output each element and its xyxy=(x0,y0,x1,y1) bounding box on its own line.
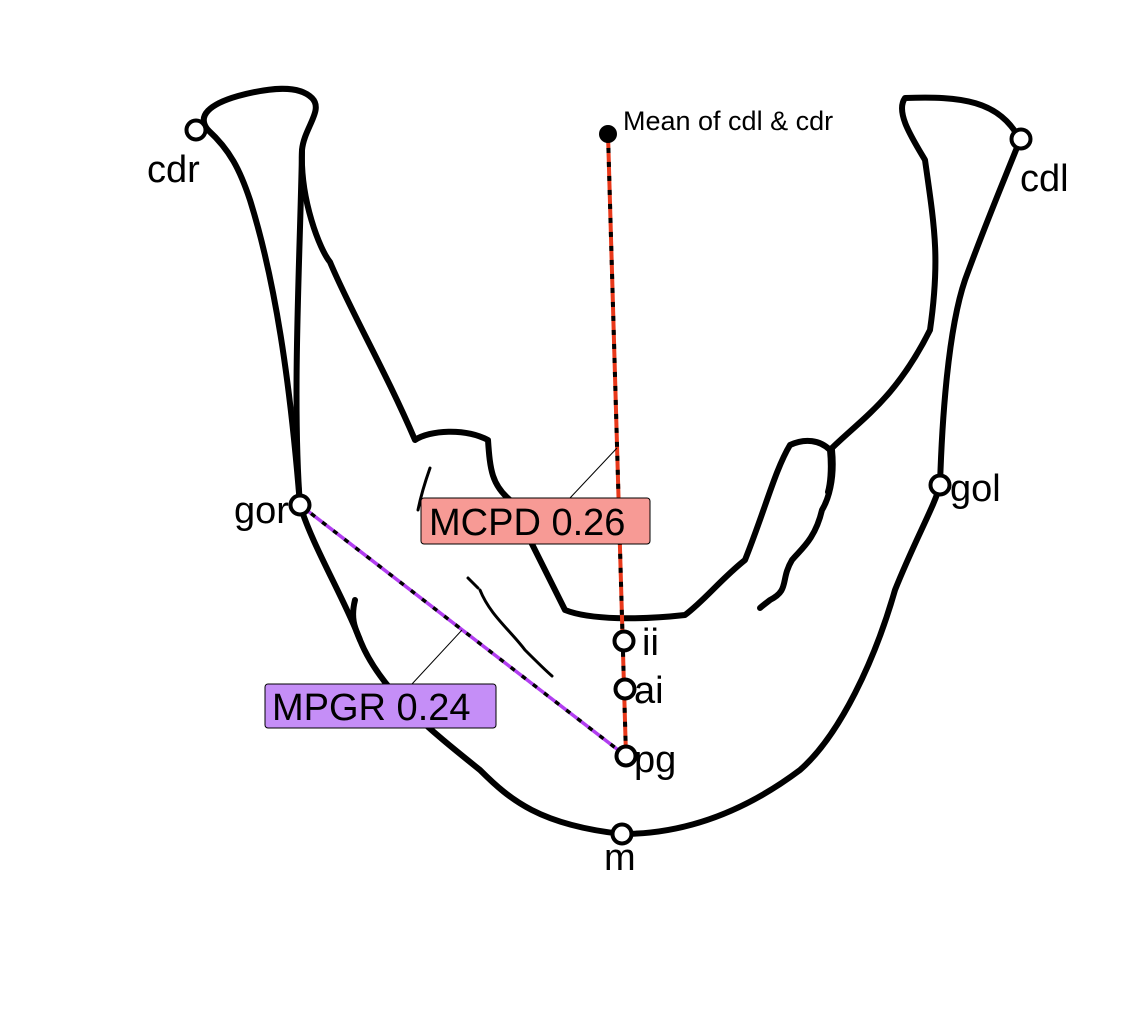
landmark-gol-label: gol xyxy=(950,468,1001,510)
landmark-gor: gor xyxy=(234,490,312,532)
landmark-gor-label: gor xyxy=(234,490,289,532)
landmark-m-label: m xyxy=(604,837,636,879)
landmark-ii: ii xyxy=(612,622,659,664)
mean-point: Mean of cdl & cdr xyxy=(599,106,833,143)
mandible-outline xyxy=(200,85,1023,837)
mcpd-line xyxy=(606,133,628,757)
landmark-gol: gol xyxy=(928,468,1001,510)
mcpd-label-box: MCPD 0.26 xyxy=(420,497,651,545)
landmark-pg-label: pg xyxy=(634,739,676,781)
landmark-ai-label: ai xyxy=(634,670,664,712)
mpgr-label: MPGR 0.24 xyxy=(272,687,471,729)
landmark-cdr-label: cdr xyxy=(147,149,200,191)
landmark-ii-label: ii xyxy=(642,622,659,664)
mpgr-leader-line xyxy=(411,629,463,685)
mcpd-leader-line xyxy=(569,447,618,499)
landmark-cdl-label: cdl xyxy=(1020,158,1069,200)
mpgr-label-box: MPGR 0.24 xyxy=(264,683,497,729)
landmark-pg: pg xyxy=(614,739,676,781)
landmark-ai: ai xyxy=(613,670,664,712)
mpgr-line xyxy=(298,503,628,758)
mcpd-label: MCPD 0.26 xyxy=(429,502,625,544)
landmark-cdl: cdl xyxy=(1009,127,1069,200)
mean-point-label: Mean of cdl & cdr xyxy=(623,106,833,136)
landmark-m: m xyxy=(604,822,636,879)
landmark-cdr: cdr xyxy=(147,118,208,191)
